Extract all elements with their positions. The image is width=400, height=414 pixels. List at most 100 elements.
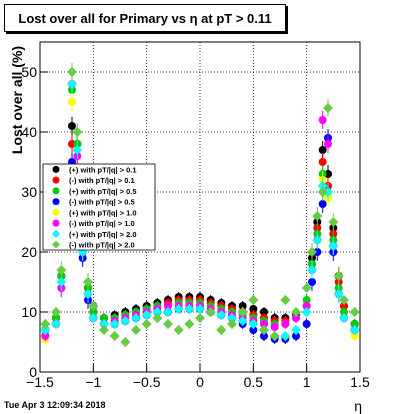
data-point bbox=[68, 122, 76, 130]
data-point bbox=[72, 145, 83, 155]
data-point bbox=[339, 313, 349, 323]
data-point bbox=[120, 337, 131, 347]
data-point bbox=[302, 296, 311, 304]
y-tick-label: 30 bbox=[21, 184, 37, 200]
data-point bbox=[216, 310, 227, 320]
data-point bbox=[195, 304, 205, 314]
legend-marker bbox=[52, 176, 60, 184]
data-point bbox=[141, 310, 152, 320]
data-point bbox=[152, 307, 163, 317]
data-point bbox=[141, 319, 152, 329]
data-point bbox=[131, 325, 141, 335]
legend-marker bbox=[52, 198, 60, 206]
data-point bbox=[291, 325, 301, 335]
data-point bbox=[302, 302, 311, 310]
data-point bbox=[109, 331, 120, 341]
data-point bbox=[195, 313, 205, 323]
data-point bbox=[184, 319, 195, 329]
data-point bbox=[56, 277, 67, 287]
data-point bbox=[120, 316, 131, 326]
legend-marker bbox=[52, 229, 60, 238]
data-point bbox=[72, 127, 83, 137]
data-point bbox=[205, 307, 216, 317]
data-point bbox=[227, 313, 237, 323]
data-point bbox=[302, 320, 311, 328]
data-point bbox=[40, 319, 51, 329]
data-point bbox=[248, 319, 259, 329]
data-point bbox=[291, 307, 301, 317]
y-tick-label: 50 bbox=[21, 64, 37, 80]
legend-marker bbox=[52, 219, 60, 227]
legend-label: (-) with pT/|q| > 0.5 bbox=[69, 198, 135, 207]
data-point bbox=[238, 302, 247, 310]
data-point bbox=[88, 301, 99, 311]
x-tick-label: 1.5 bbox=[350, 374, 370, 390]
data-point bbox=[339, 295, 349, 305]
data-point bbox=[67, 67, 77, 77]
data-point bbox=[152, 313, 163, 323]
data-point bbox=[131, 313, 141, 323]
data-point bbox=[51, 319, 61, 329]
data-point bbox=[312, 235, 323, 245]
x-tick-label: 0.5 bbox=[244, 374, 264, 390]
data-point bbox=[216, 325, 227, 335]
x-tick-label: −0.5 bbox=[133, 374, 161, 390]
data-point bbox=[67, 79, 77, 89]
data-point bbox=[260, 332, 268, 340]
data-point bbox=[328, 217, 339, 227]
legend-label: (+) with pT/|q| > 0.1 bbox=[69, 165, 137, 174]
x-tick-label: 1 bbox=[303, 374, 311, 390]
data-point bbox=[350, 332, 359, 340]
data-point bbox=[163, 307, 173, 317]
data-point bbox=[340, 308, 348, 316]
data-point bbox=[323, 103, 333, 113]
data-point bbox=[40, 325, 51, 335]
data-point bbox=[51, 307, 61, 317]
data-point bbox=[88, 313, 99, 323]
data-point bbox=[249, 326, 258, 334]
data-point bbox=[333, 289, 344, 299]
data-point bbox=[340, 302, 348, 310]
data-point bbox=[173, 304, 184, 314]
data-point bbox=[173, 325, 184, 335]
chart-title: Lost over all for Primary vs η at pT > 0… bbox=[18, 10, 272, 26]
data-point bbox=[313, 248, 322, 256]
data-point bbox=[100, 314, 108, 322]
data-point bbox=[281, 320, 290, 328]
data-point bbox=[318, 200, 327, 208]
data-point bbox=[260, 320, 268, 328]
data-point bbox=[323, 187, 333, 197]
data-point bbox=[249, 305, 258, 313]
data-point bbox=[317, 187, 328, 197]
data-point bbox=[292, 314, 300, 322]
legend-label: (+) with pT/|q| > 1.0 bbox=[69, 208, 137, 217]
data-point bbox=[99, 319, 109, 329]
data-point bbox=[184, 304, 195, 314]
y-tick-label: 20 bbox=[21, 244, 37, 260]
legend-label: (+) with pT/|q| > 0.5 bbox=[69, 187, 137, 196]
data-point bbox=[99, 325, 109, 335]
data-point bbox=[237, 307, 248, 317]
legend-label: (+) with pT/|q| > 2.0 bbox=[69, 230, 137, 239]
data-point bbox=[301, 283, 312, 293]
legend-label: (-) with pT/|q| > 2.0 bbox=[69, 241, 135, 250]
data-point bbox=[248, 295, 259, 305]
data-point bbox=[41, 332, 50, 340]
data-point bbox=[349, 325, 360, 335]
data-point bbox=[83, 289, 93, 299]
y-tick-label: 40 bbox=[21, 124, 37, 140]
legend-label: (-) with pT/|q| > 1.0 bbox=[69, 219, 135, 228]
data-point bbox=[307, 247, 317, 257]
data-point bbox=[56, 265, 67, 275]
data-point bbox=[318, 146, 327, 154]
data-point bbox=[301, 307, 312, 317]
x-axis-label: η bbox=[354, 398, 362, 414]
x-tick-label: 0 bbox=[196, 374, 204, 390]
data-point bbox=[83, 277, 93, 287]
data-point bbox=[318, 116, 327, 124]
data-point bbox=[52, 314, 60, 322]
legend-marker bbox=[52, 165, 60, 173]
data-point bbox=[163, 319, 173, 329]
data-point bbox=[227, 319, 237, 329]
